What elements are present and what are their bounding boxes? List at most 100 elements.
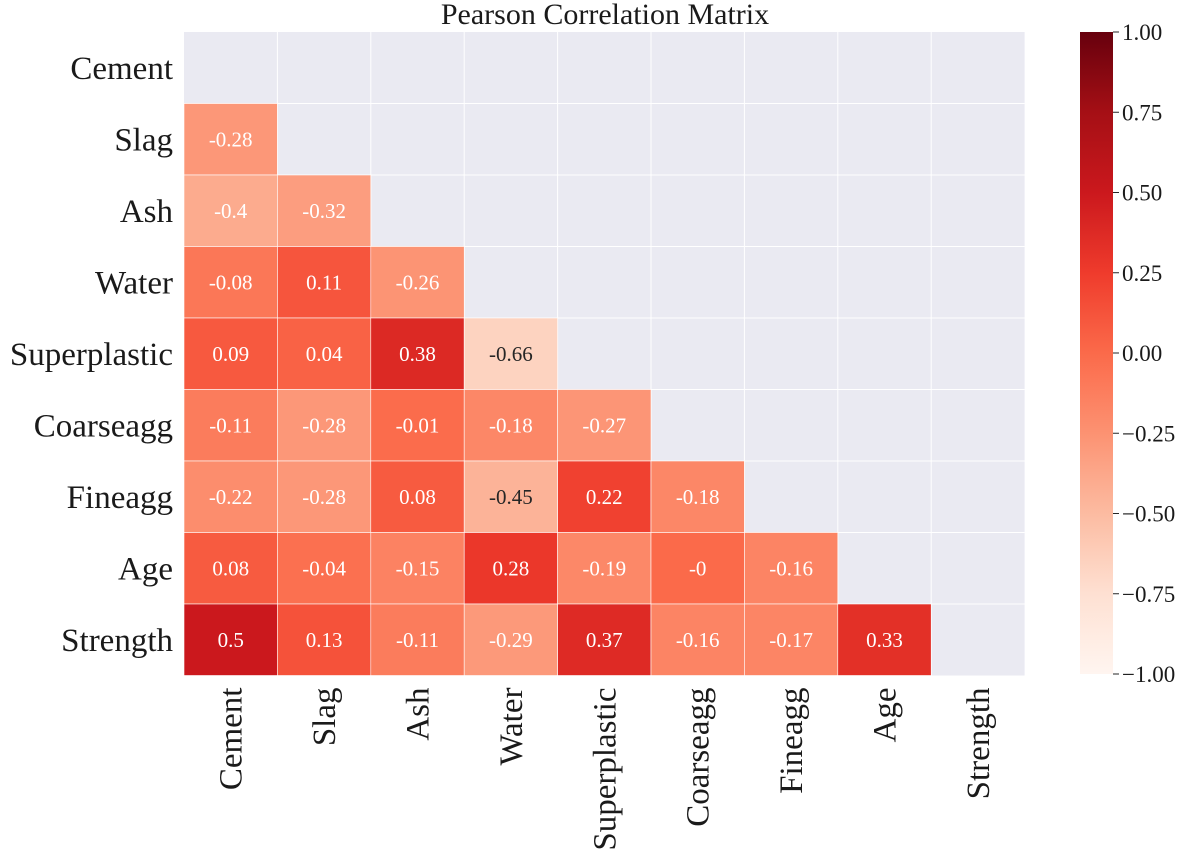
colorbar-tick-label: 0.50 <box>1122 181 1162 206</box>
colorbar-gradient <box>1080 32 1113 674</box>
heatmap-cell <box>183 246 278 319</box>
heatmap-cell <box>370 246 465 319</box>
colorbar-tick-label: −0.75 <box>1122 582 1175 607</box>
heatmap-cell <box>557 460 652 533</box>
heatmap-cell <box>744 532 839 605</box>
cell-value-label: -0.16 <box>676 628 720 652</box>
y-tick-label: Cement <box>70 51 173 87</box>
colorbar-tick-label: 1.00 <box>1122 20 1162 45</box>
x-tick-label: Superplastic <box>587 688 623 851</box>
y-tick-label: Superplastic <box>10 337 173 373</box>
heatmap-cell <box>183 532 278 605</box>
x-tick-label: Fineagg <box>774 688 810 794</box>
y-tick-label: Water <box>95 265 173 301</box>
x-tick-label: Water <box>494 688 530 766</box>
cell-value-label: -0.17 <box>769 628 813 652</box>
cell-value-label: 0.11 <box>306 270 342 294</box>
cell-value-label: -0.26 <box>396 270 440 294</box>
y-tick-label: Age <box>118 551 173 587</box>
colorbar-tick-label: 0.00 <box>1122 341 1162 366</box>
cell-value-label: -0.01 <box>396 413 440 437</box>
heatmap-cell <box>650 603 745 676</box>
cell-value-label: 0.13 <box>306 628 343 652</box>
cell-value-label: -0.16 <box>769 556 813 580</box>
heatmap-cell <box>277 246 372 319</box>
cell-value-label: 0.33 <box>866 628 903 652</box>
cell-value-label: 0.08 <box>212 556 249 580</box>
heatmap-cell <box>650 460 745 533</box>
y-axis-tick-labels: Cement Slag Ash Water Superplastic Coarseagg F… <box>10 51 174 659</box>
cell-value-label: -0.28 <box>302 485 346 509</box>
cell-value-label: 0.5 <box>218 628 244 652</box>
heatmap-cell <box>370 389 465 462</box>
cell-value-label: -0.45 <box>489 485 533 509</box>
cell-value-label: -0.66 <box>489 342 533 366</box>
colorbar-tick-label: −1.00 <box>1122 662 1175 687</box>
cell-value-label: -0.15 <box>396 556 440 580</box>
cell-value-label: -0.08 <box>209 270 253 294</box>
heatmap-cell <box>463 389 558 462</box>
heatmap-cell <box>277 460 372 533</box>
cell-value-label: -0.19 <box>582 556 626 580</box>
y-tick-label: Ash <box>120 194 174 230</box>
chart-title: Pearson Correlation Matrix <box>441 0 769 31</box>
x-tick-label: Strength <box>961 687 997 799</box>
cell-value-label: 0.38 <box>399 342 436 366</box>
colorbar: 1.00 0.75 0.50 0.25 0.00 −0.25 −0.50 −0.75 −1.00 <box>1080 20 1175 687</box>
colorbar-tick-label: 0.75 <box>1122 100 1162 125</box>
cell-value-label: -0.28 <box>209 127 253 151</box>
cell-value-label: -0.18 <box>676 485 720 509</box>
x-tick-label: Ash <box>401 687 437 741</box>
heatmap-cell <box>183 103 278 176</box>
cell-value-label: -0.22 <box>209 485 253 509</box>
heatmap-cell <box>370 317 465 390</box>
x-tick-label: Slag <box>307 688 343 747</box>
heatmap-cell <box>370 603 465 676</box>
heatmap-cell <box>463 317 558 390</box>
cell-value-label: -0 <box>689 556 707 580</box>
colorbar-tick-label: −0.25 <box>1122 421 1175 446</box>
cell-value-label: -0.27 <box>582 413 626 437</box>
heatmap-cell <box>463 603 558 676</box>
cell-value-label: -0.32 <box>302 199 346 223</box>
heatmap-cell <box>183 389 278 462</box>
colorbar-ticks: 1.00 0.75 0.50 0.25 0.00 −0.25 −0.50 −0.75 −1.00 <box>1113 20 1175 687</box>
heatmap-cell <box>277 532 372 605</box>
cell-value-label: -0.28 <box>302 413 346 437</box>
heatmap-cell <box>463 532 558 605</box>
heatmap-cell <box>370 532 465 605</box>
cell-value-label: -0.18 <box>489 413 533 437</box>
cell-value-label: -0.29 <box>489 628 533 652</box>
y-tick-label: Strength <box>61 623 173 659</box>
cell-value-label: -0.4 <box>214 199 248 223</box>
cell-value-label: 0.22 <box>586 485 623 509</box>
x-tick-label: Coarseagg <box>681 688 717 827</box>
cell-value-label: 0.09 <box>212 342 249 366</box>
y-tick-label: Fineagg <box>67 480 173 516</box>
x-axis-tick-labels: Cement Slag Ash Water Superplastic Coarseagg F… <box>214 687 997 851</box>
cell-value-label: 0.08 <box>399 485 436 509</box>
colorbar-tick-label: 0.25 <box>1122 261 1162 286</box>
cell-value-label: 0.37 <box>586 628 623 652</box>
colorbar-tick-label: −0.50 <box>1122 502 1175 527</box>
x-tick-label: Age <box>868 688 904 743</box>
heatmap-cell <box>837 603 932 676</box>
cell-value-label: -0.04 <box>302 556 346 580</box>
cell-value-label: 0.28 <box>493 556 530 580</box>
heatmap-cell <box>557 389 652 462</box>
heatmap-cell <box>463 460 558 533</box>
heatmap-cell <box>183 317 278 390</box>
heatmap-cell <box>557 603 652 676</box>
heatmap-cell <box>277 603 372 676</box>
heatmap-cells: -0.28 -0.4 -0.32 -0.08 0.11 -0.26 0.09 0.04 0.38… <box>183 103 932 676</box>
y-tick-label: Coarseagg <box>34 408 173 444</box>
heatmap-cell <box>183 603 278 676</box>
cell-value-label: 0.04 <box>306 342 343 366</box>
cell-value-label: -0.11 <box>396 628 439 652</box>
heatmap-cell <box>744 603 839 676</box>
x-tick-label: Cement <box>214 688 250 791</box>
heatmap-cell <box>557 532 652 605</box>
y-tick-label: Slag <box>114 122 173 158</box>
cell-value-label: -0.11 <box>209 413 252 437</box>
